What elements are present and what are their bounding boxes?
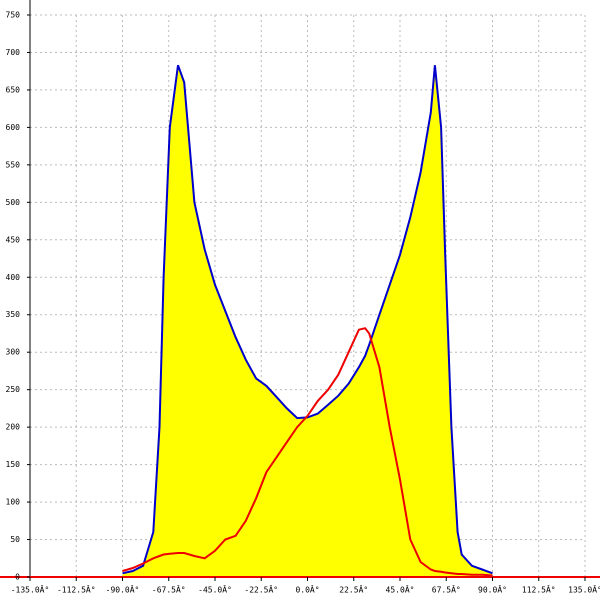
x-tick-label: -22.5Â° xyxy=(244,584,278,595)
x-tick-label: -90.0Â° xyxy=(106,584,140,595)
x-tick-label: 22.5Â° xyxy=(339,584,368,595)
x-tick-label: 67.5Â° xyxy=(432,584,461,595)
x-tick-label: -135.0Â° xyxy=(11,584,50,595)
y-tick-label: 600 xyxy=(6,123,21,132)
y-tick-label: 250 xyxy=(6,385,21,394)
y-tick-label: 0 xyxy=(15,573,20,582)
x-tick-label: 45.0Â° xyxy=(386,584,415,595)
y-tick-label: 450 xyxy=(6,235,21,244)
y-tick-label: 100 xyxy=(6,498,21,507)
x-tick-label: 90.0Â° xyxy=(478,584,507,595)
y-tick-label: 200 xyxy=(6,423,21,432)
y-tick-label: 700 xyxy=(6,48,21,57)
y-tick-label: 500 xyxy=(6,198,21,207)
y-tick-label: 150 xyxy=(6,460,21,469)
series-line xyxy=(122,327,493,577)
x-tick-label: 135.0Â° xyxy=(568,584,600,595)
x-tick-label: -67.5Â° xyxy=(152,584,186,595)
y-tick-label: 400 xyxy=(6,273,21,282)
x-tick-label: -112.5Â° xyxy=(57,584,96,595)
y-tick-label: 750 xyxy=(6,11,21,20)
x-tick-label: 0.0Â° xyxy=(295,584,319,595)
y-tick-label: 550 xyxy=(6,160,21,169)
y-tick-label: 650 xyxy=(6,85,21,94)
y-tick-label: 50 xyxy=(10,535,20,544)
area-fill xyxy=(122,65,493,577)
x-tick-label: 112.5Â° xyxy=(522,584,556,595)
y-tick-label: 350 xyxy=(6,310,21,319)
x-tick-label: -45.0Â° xyxy=(198,584,232,595)
y-tick-label: 300 xyxy=(6,348,21,357)
series-line xyxy=(122,64,493,575)
